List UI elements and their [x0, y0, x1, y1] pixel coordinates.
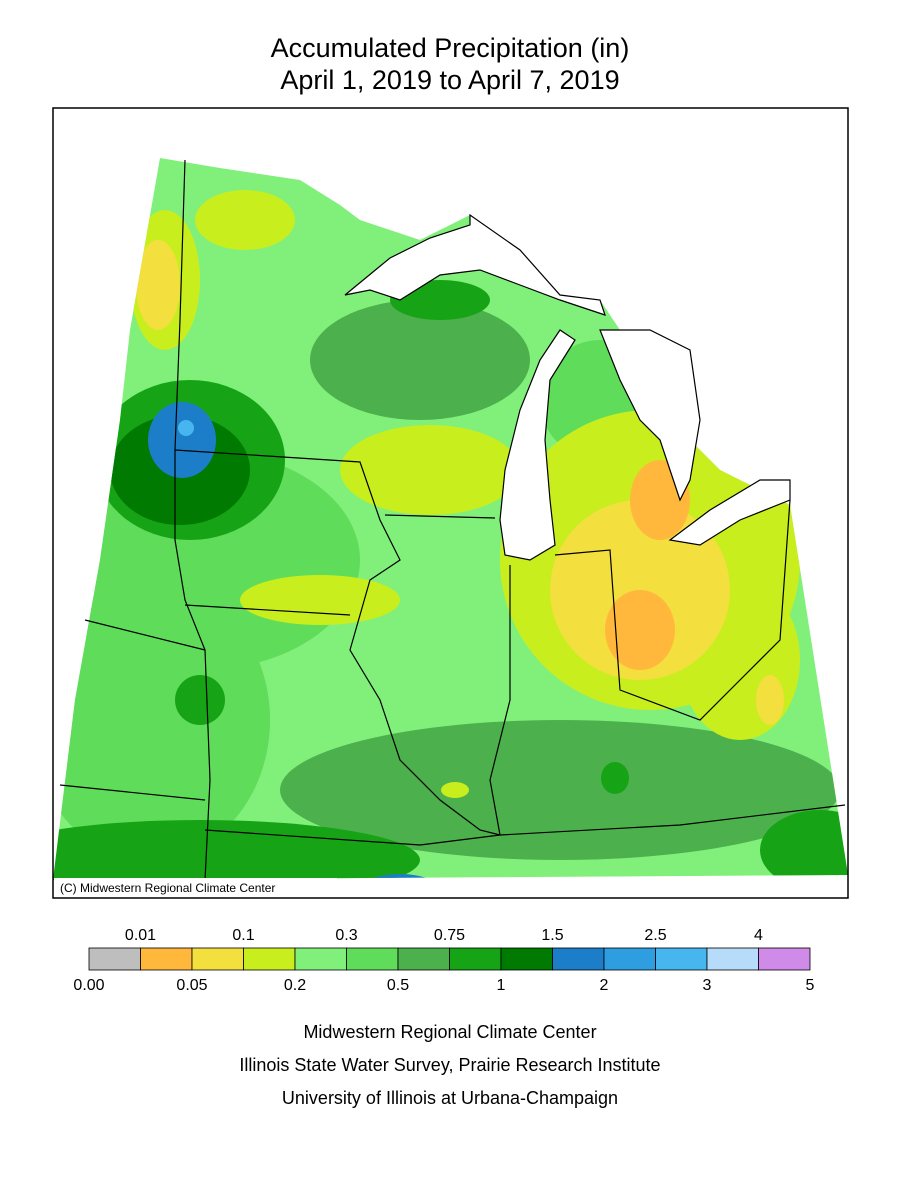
legend: 0.01 0.1 0.3 0.75 1.5 2.5 4 0.00 0.05 0.2 0.5 1 2 3 5 [73, 927, 814, 994]
legend-label: 0.5 [387, 977, 409, 994]
legend-swatch [706, 947, 759, 971]
legend-swatch [655, 947, 708, 971]
legend-label: 5 [806, 977, 815, 994]
legend-swatch [88, 947, 141, 971]
legend-label: 0.75 [434, 927, 465, 944]
borders [59, 159, 846, 881]
legend-swatch [140, 947, 193, 971]
copyright-box [54, 878, 337, 897]
subtitle: April 1, 2019 to April 7, 2019 [280, 65, 619, 95]
title: Accumulated Precipitation (in) [271, 33, 630, 63]
legend-label: 4 [754, 927, 763, 944]
map-frame [52, 107, 849, 899]
legend-label: 1 [497, 977, 506, 994]
legend-label: 3 [703, 977, 712, 994]
footer-line: Illinois State Water Survey, Prairie Res… [239, 1055, 660, 1075]
legend-swatch [603, 947, 656, 971]
lakes [344, 213, 791, 561]
legend-swatch [500, 947, 553, 971]
legend-swatch [243, 947, 296, 971]
legend-label: 0.2 [284, 977, 306, 994]
legend-label: 1.5 [541, 927, 563, 944]
legend-label: 0.01 [125, 927, 156, 944]
legend-swatch [552, 947, 605, 971]
footer-line: Midwestern Regional Climate Center [303, 1022, 596, 1042]
footer-line: University of Illinois at Urbana-Champai… [282, 1088, 618, 1108]
legend-swatch [191, 947, 244, 971]
legend-label: 0.00 [73, 977, 104, 994]
legend-swatch [294, 947, 347, 971]
legend-label: 0.1 [232, 927, 254, 944]
legend-swatch [397, 947, 450, 971]
legend-label: 2 [600, 977, 609, 994]
legend-swatch [346, 947, 399, 971]
copyright: (C) Midwestern Regional Climate Center [60, 881, 275, 895]
legend-swatch [449, 947, 502, 971]
legend-label: 0.3 [335, 927, 357, 944]
legend-label: 0.05 [176, 977, 207, 994]
legend-label: 2.5 [644, 927, 666, 944]
legend-swatch [758, 947, 811, 971]
